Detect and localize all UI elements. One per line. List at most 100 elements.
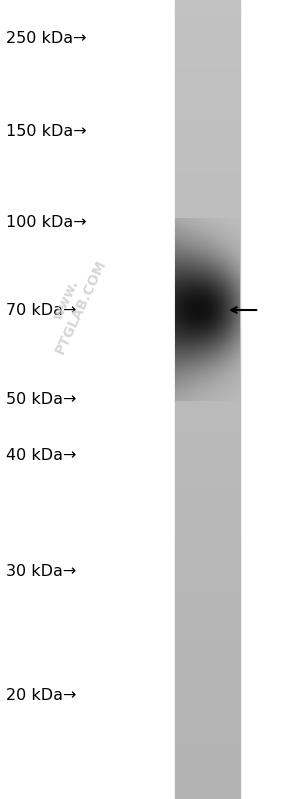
Bar: [175, 388, 240, 389]
Bar: [175, 753, 240, 755]
Bar: [175, 337, 240, 340]
Text: 20 kDa→: 20 kDa→: [6, 688, 76, 702]
Bar: [175, 121, 240, 124]
Bar: [175, 599, 240, 601]
Bar: [175, 364, 240, 366]
Bar: [175, 72, 240, 74]
Bar: [175, 585, 240, 587]
Bar: [175, 623, 240, 625]
Bar: [175, 40, 240, 42]
Bar: [175, 320, 240, 321]
Bar: [175, 625, 240, 627]
Bar: [175, 34, 240, 36]
Bar: [175, 344, 240, 345]
Bar: [175, 435, 240, 438]
Bar: [175, 567, 240, 569]
Bar: [175, 161, 240, 164]
Bar: [175, 741, 240, 743]
Bar: [175, 617, 240, 619]
Bar: [175, 591, 240, 593]
Bar: [175, 497, 240, 499]
Bar: [175, 403, 240, 405]
Bar: [175, 252, 240, 253]
Bar: [175, 635, 240, 638]
Bar: [175, 389, 240, 392]
Bar: [175, 44, 240, 46]
Bar: [175, 317, 240, 320]
Bar: [175, 494, 240, 495]
Bar: [175, 30, 240, 32]
Bar: [175, 553, 240, 555]
Bar: [175, 725, 240, 727]
Bar: [175, 430, 240, 431]
Bar: [175, 342, 240, 344]
Bar: [175, 204, 240, 206]
Bar: [175, 797, 240, 799]
Bar: [175, 84, 240, 85]
Bar: [175, 192, 240, 193]
Bar: [175, 627, 240, 630]
Bar: [175, 145, 240, 148]
Bar: [175, 172, 240, 174]
Bar: [175, 188, 240, 190]
Bar: [175, 521, 240, 523]
Bar: [175, 200, 240, 201]
Bar: [175, 767, 240, 769]
Bar: [175, 639, 240, 641]
Bar: [175, 12, 240, 14]
Bar: [175, 150, 240, 152]
Text: 30 kDa→: 30 kDa→: [6, 564, 76, 578]
Bar: [175, 356, 240, 358]
Bar: [175, 422, 240, 423]
Bar: [175, 236, 240, 237]
Bar: [175, 309, 240, 312]
Bar: [175, 431, 240, 433]
Bar: [175, 70, 240, 72]
Bar: [175, 224, 240, 225]
Bar: [175, 124, 240, 125]
Bar: [175, 297, 240, 300]
Bar: [175, 569, 240, 571]
Bar: [175, 340, 240, 342]
Bar: [175, 392, 240, 393]
Bar: [175, 539, 240, 542]
Bar: [175, 671, 240, 673]
Bar: [175, 683, 240, 686]
Bar: [175, 90, 240, 92]
Bar: [175, 366, 240, 368]
Bar: [175, 703, 240, 705]
Text: 70 kDa→: 70 kDa→: [6, 303, 76, 317]
Bar: [175, 419, 240, 422]
Text: www.
PTGLAB.COM: www. PTGLAB.COM: [38, 251, 109, 356]
Bar: [175, 438, 240, 439]
Bar: [175, 542, 240, 543]
Bar: [175, 747, 240, 749]
Bar: [175, 160, 240, 161]
Bar: [175, 535, 240, 537]
Bar: [175, 58, 240, 60]
Bar: [175, 368, 240, 369]
Bar: [175, 733, 240, 735]
Bar: [175, 300, 240, 301]
Bar: [175, 481, 240, 483]
Bar: [175, 407, 240, 409]
Bar: [175, 112, 240, 113]
Bar: [175, 601, 240, 603]
Bar: [175, 376, 240, 377]
Bar: [175, 665, 240, 667]
Bar: [175, 222, 240, 224]
Bar: [175, 86, 240, 88]
Bar: [175, 598, 240, 599]
Bar: [175, 240, 240, 241]
Bar: [175, 547, 240, 550]
Bar: [175, 312, 240, 313]
Text: 50 kDa→: 50 kDa→: [6, 392, 76, 407]
Bar: [175, 400, 240, 401]
Bar: [175, 787, 240, 789]
Bar: [175, 486, 240, 487]
Bar: [175, 771, 240, 773]
Bar: [175, 254, 240, 256]
Bar: [175, 28, 240, 30]
Bar: [175, 48, 240, 50]
Bar: [175, 244, 240, 245]
